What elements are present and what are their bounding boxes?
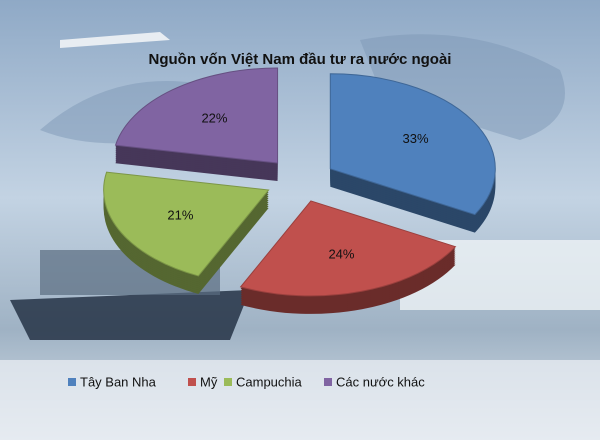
slice	[239, 200, 457, 297]
ship	[10, 290, 250, 340]
data-label: 24%	[328, 247, 354, 262]
legend-swatch	[224, 378, 232, 386]
data-label: 22%	[201, 111, 227, 126]
legend-swatch	[188, 378, 196, 386]
slice	[114, 67, 279, 164]
slice	[329, 73, 496, 216]
legend-band	[0, 360, 600, 440]
legend-swatch	[324, 378, 332, 386]
data-label: 33%	[402, 131, 428, 146]
legend-label: Tây Ban Nha	[80, 374, 157, 389]
legend: Tây Ban Nha Mỹ Campuchia Các nước khác	[68, 374, 425, 389]
slice	[103, 171, 270, 277]
legend-label: Mỹ	[200, 374, 218, 389]
airplane	[60, 32, 170, 48]
legend-swatch	[68, 378, 76, 386]
legend-label: Các nước khác	[336, 374, 425, 389]
chart-title: Nguồn vốn Việt Nam đầu tư ra nước ngoài	[149, 51, 452, 68]
data-label: 21%	[167, 207, 193, 222]
pie: 33% 24% 21% 22%	[103, 67, 496, 314]
map-shape	[360, 34, 565, 140]
legend-label: Campuchia	[236, 374, 303, 389]
